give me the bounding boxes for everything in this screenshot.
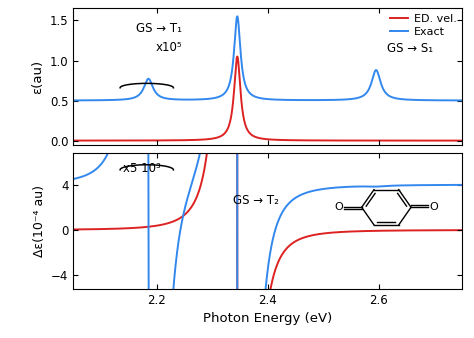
Text: GS → S₁: GS → S₁ <box>387 43 433 55</box>
Legend: ED. vel., Exact: ED. vel., Exact <box>391 14 456 37</box>
X-axis label: Photon Energy (eV): Photon Energy (eV) <box>203 312 332 325</box>
Text: x5 10³: x5 10³ <box>123 162 160 175</box>
Text: x10⁵: x10⁵ <box>155 41 182 54</box>
Y-axis label: ε(au): ε(au) <box>31 59 45 94</box>
Text: GS → T₂: GS → T₂ <box>233 194 279 207</box>
Text: GS → T₁: GS → T₁ <box>136 22 182 35</box>
Y-axis label: Δε(10⁻⁴ au): Δε(10⁻⁴ au) <box>33 185 46 257</box>
